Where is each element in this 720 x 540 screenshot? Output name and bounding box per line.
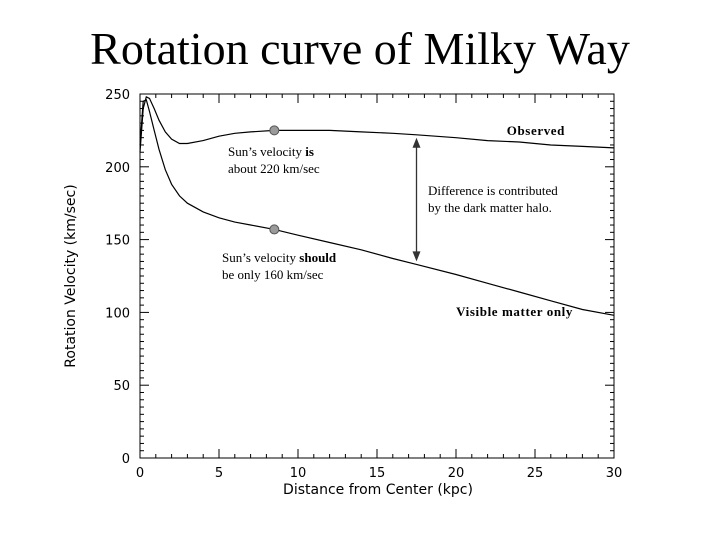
sun-visible-point xyxy=(269,224,280,235)
x-tick-label: 20 xyxy=(448,466,465,481)
difference-arrow-head-up xyxy=(412,137,421,148)
x-tick-label: 30 xyxy=(606,466,623,481)
visible-matter-curve xyxy=(139,98,615,316)
y-tick-label: 200 xyxy=(105,161,130,176)
x-tick-label: 15 xyxy=(369,466,386,481)
sun-velocity-is-line1: Sun’s velocity is xyxy=(228,144,314,159)
sun-velocity-should-line1: Sun’s velocity should xyxy=(222,250,337,265)
difference-arrow-head-down xyxy=(412,251,421,262)
sun-observed-point xyxy=(269,125,280,136)
sun-velocity-is-line2: about 220 km/sec xyxy=(228,161,320,176)
observed-curve xyxy=(139,96,615,153)
y-axis-label: Rotation Velocity (km/sec) xyxy=(63,184,79,367)
x-axis-label: Distance from Center (kpc) xyxy=(283,482,473,498)
y-tick-label: 50 xyxy=(113,379,130,394)
x-tick-label: 0 xyxy=(136,466,144,481)
sun-velocity-should-line2: be only 160 km/sec xyxy=(222,267,324,282)
difference-line1: Difference is contributed xyxy=(428,183,558,198)
x-tick-label: 5 xyxy=(215,466,223,481)
x-tick-label: 25 xyxy=(527,466,544,481)
y-tick-label: 100 xyxy=(105,306,130,321)
y-tick-label: 0 xyxy=(122,452,130,467)
y-tick-label: 250 xyxy=(105,88,130,103)
difference-line2: by the dark matter halo. xyxy=(428,200,552,215)
observed-label: Observed xyxy=(507,123,565,138)
chart-title: Rotation curve of Milky Way xyxy=(90,23,630,74)
visible-matter-label: Visible matter only xyxy=(456,304,573,319)
x-tick-label: 10 xyxy=(290,466,307,481)
y-tick-label: 150 xyxy=(105,234,130,249)
plot-frame xyxy=(139,93,615,459)
